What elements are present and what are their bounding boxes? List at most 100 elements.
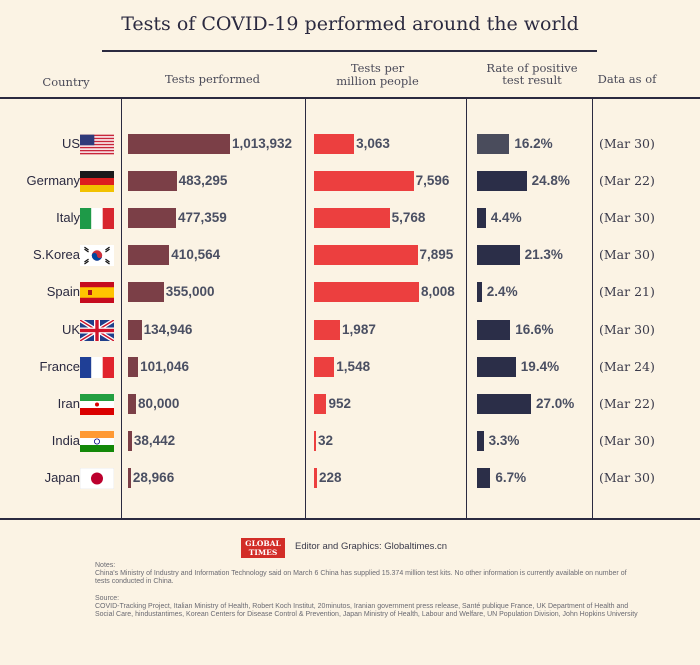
per-million-bar — [314, 245, 418, 265]
rate-bar — [477, 357, 516, 377]
country-label: Italy — [56, 210, 80, 225]
tests-value: 38,442 — [133, 433, 176, 448]
column-divider — [592, 97, 593, 519]
per-million-bar — [314, 134, 355, 154]
rate-value: 16.6% — [515, 322, 554, 337]
country-label: S.Korea — [33, 247, 80, 262]
per-million-bar — [314, 320, 341, 340]
flag-germany-icon — [80, 171, 114, 192]
date-value: (Mar 22) — [599, 173, 655, 188]
date-value: (Mar 30) — [599, 470, 655, 485]
country-label: Iran — [57, 396, 80, 411]
per-million-bar — [314, 394, 327, 414]
flag-italy-icon — [80, 208, 114, 229]
rate-value: 3.3% — [488, 433, 520, 448]
date-value: (Mar 21) — [599, 284, 655, 299]
rate-bar — [477, 320, 511, 340]
tests-bar — [128, 282, 164, 302]
per-million-value: 1,987 — [342, 322, 376, 337]
header-date: Data as of — [597, 72, 657, 86]
credit-text: Editor and Graphics: Globaltimes.cn — [295, 541, 448, 552]
date-value: (Mar 30) — [599, 322, 655, 337]
date-value: (Mar 30) — [599, 247, 655, 262]
country-label: Spain — [46, 284, 80, 299]
country-label: US — [61, 136, 80, 151]
date-value: (Mar 24) — [599, 359, 655, 374]
header-per-million-1: Tests per — [350, 61, 405, 75]
flag-iran-icon — [80, 394, 114, 415]
rate-value: 4.4% — [490, 210, 522, 225]
rate-bar — [477, 282, 482, 302]
tests-bar — [128, 245, 170, 265]
rate-value: 24.8% — [531, 173, 570, 188]
tests-bar — [128, 357, 139, 377]
country-label: Japan — [44, 470, 80, 485]
country-label: France — [39, 359, 80, 374]
tests-bar — [128, 394, 137, 414]
logo-line2: TIMES — [248, 548, 278, 557]
table-bottom-rule — [0, 518, 700, 520]
tests-bar — [128, 208, 177, 228]
flag-india-icon — [80, 431, 114, 452]
tests-value: 28,966 — [132, 470, 175, 485]
per-million-value: 7,596 — [415, 173, 450, 188]
rate-bar — [477, 245, 520, 265]
source-text: COVID-Tracking Project, Italian Ministry… — [95, 603, 638, 618]
header-tests: Tests performed — [164, 72, 261, 86]
tests-value: 410,564 — [171, 247, 221, 262]
country-label: UK — [61, 322, 80, 337]
rate-bar — [477, 171, 527, 191]
rate-value: 19.4% — [520, 359, 560, 374]
per-million-value: 228 — [318, 470, 342, 485]
per-million-bar — [314, 357, 335, 377]
chart-title: Tests of COVID-19 performed around the w… — [121, 13, 579, 35]
tests-value: 477,359 — [178, 210, 227, 225]
table-top-rule — [0, 97, 700, 99]
per-million-value: 5,768 — [391, 210, 426, 225]
rate-bar — [477, 394, 531, 414]
date-value: (Mar 30) — [599, 433, 655, 448]
rate-value: 27.0% — [536, 396, 575, 411]
tests-bar — [128, 468, 131, 488]
per-million-value: 3,063 — [356, 136, 390, 151]
rate-bar — [477, 468, 491, 488]
rate-bar — [477, 208, 486, 228]
date-value: (Mar 22) — [599, 396, 655, 411]
date-value: (Mar 30) — [599, 210, 655, 225]
per-million-value: 952 — [328, 396, 351, 411]
column-divider — [466, 97, 467, 519]
tests-value: 1,013,932 — [232, 136, 293, 151]
per-million-bar — [314, 208, 390, 228]
per-million-value: 1,548 — [336, 359, 371, 374]
per-million-value: 32 — [318, 433, 334, 448]
tests-value: 101,046 — [140, 359, 189, 374]
flag-france-icon — [80, 357, 114, 378]
column-divider — [305, 97, 306, 519]
tests-value: 80,000 — [138, 396, 180, 411]
header-per-million-2: million people — [336, 74, 419, 88]
column-divider — [121, 97, 122, 519]
tests-bar — [128, 431, 132, 451]
global-times-logo: GLOBAL TIMES — [241, 538, 285, 558]
country-label: Germany — [26, 173, 80, 188]
rate-bar — [477, 431, 484, 451]
per-million-value: 8,008 — [421, 284, 455, 299]
per-million-bar — [314, 468, 317, 488]
tests-bar — [128, 171, 177, 191]
logo-line1: GLOBAL — [245, 539, 281, 548]
tests-bar — [128, 134, 230, 154]
per-million-bar — [314, 282, 419, 302]
notes-text: China's Ministry of Industry and Informa… — [95, 570, 627, 585]
date-value: (Mar 30) — [599, 136, 655, 151]
source-label: Source: — [95, 595, 120, 602]
flag-spain-icon — [80, 282, 114, 303]
notes-label: Notes: — [95, 562, 116, 569]
tests-value: 134,946 — [143, 322, 193, 337]
rate-value: 6.7% — [495, 470, 527, 485]
per-million-value: 7,895 — [419, 247, 454, 262]
rate-value: 2.4% — [486, 284, 518, 299]
per-million-bar — [314, 431, 316, 451]
rate-bar — [477, 134, 510, 154]
flag-japan-icon — [80, 468, 114, 489]
tests-bar — [128, 320, 142, 340]
